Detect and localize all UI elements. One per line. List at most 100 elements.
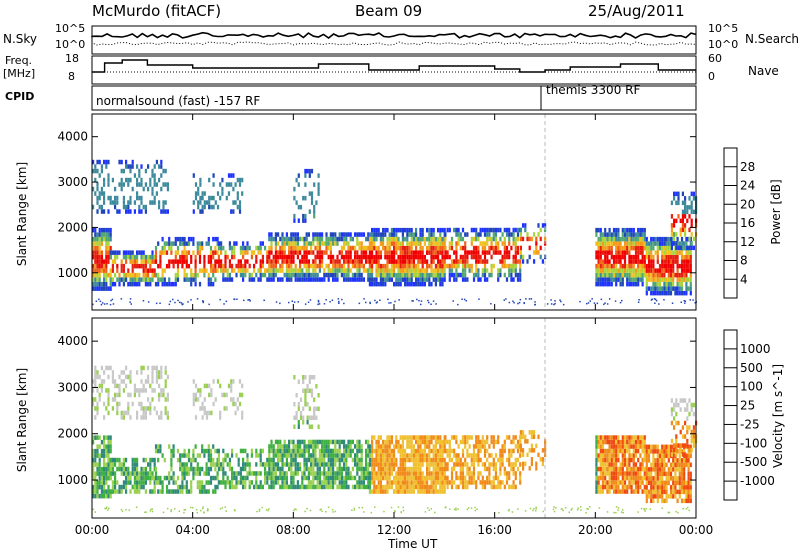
range-cell: [599, 466, 602, 472]
range-cell: [475, 263, 478, 269]
range-cell: [408, 484, 411, 490]
range-cell: [279, 466, 282, 472]
range-cell: [170, 466, 173, 472]
range-cell: [669, 467, 673, 472]
range-cell: [209, 453, 213, 458]
range-cell: [608, 480, 611, 485]
range-cell: [224, 471, 227, 476]
range-cell: [539, 227, 542, 233]
range-cell: [151, 471, 154, 476]
range-cell: [619, 277, 622, 282]
range-cell: [107, 493, 110, 499]
range-cell: [94, 191, 97, 196]
range-cell: [122, 263, 125, 269]
range-cell: [345, 250, 348, 255]
range-cell: [185, 263, 188, 269]
range-cell: [604, 281, 607, 287]
range-cell: [365, 268, 368, 273]
range-cell: [96, 401, 99, 407]
range-cell: [656, 444, 659, 450]
range-cell: [250, 453, 253, 458]
range-cell: [486, 259, 489, 264]
range-cell: [253, 471, 256, 476]
range-cell: [634, 444, 638, 449]
range-cell: [457, 241, 460, 246]
range-cell: [623, 268, 627, 273]
range-cell: [483, 250, 487, 255]
range-cell: [673, 407, 676, 412]
range-cell: [632, 236, 635, 242]
range-cell: [481, 272, 484, 278]
range-cell: [114, 272, 117, 278]
range-cell: [395, 457, 398, 463]
range-cell: [127, 182, 130, 187]
range-cell: [306, 168, 309, 174]
range-cell: [437, 236, 440, 242]
range-cell: [266, 471, 269, 476]
range-cell: [94, 286, 97, 291]
range-cell: [421, 227, 424, 233]
range-cell: [450, 448, 454, 454]
range-cell: [216, 462, 219, 467]
range-cell: [288, 254, 291, 260]
range-cell: [155, 191, 158, 196]
range-cell: [371, 457, 374, 463]
range-cell: [127, 272, 130, 278]
range-cell: [665, 489, 668, 495]
range-cell: [209, 475, 213, 481]
range-cell: [437, 277, 440, 282]
range-cell: [466, 448, 469, 454]
range-cell: [294, 453, 297, 458]
range-cell: [658, 290, 662, 296]
range-cell: [181, 475, 184, 481]
range-cell: [610, 439, 613, 445]
range-cell: [404, 435, 407, 440]
range-cell: [656, 480, 659, 486]
range-cell: [379, 254, 382, 260]
range-cell: [242, 263, 245, 269]
range-cell: [379, 457, 382, 463]
range-cell: [185, 453, 188, 458]
range-cell: [430, 259, 433, 264]
range-cell: [382, 475, 385, 481]
range-cell: [375, 245, 378, 251]
range-cell: [94, 493, 97, 499]
range-cell: [439, 462, 442, 467]
range-cell: [109, 268, 112, 273]
range-cell: [354, 475, 357, 481]
range-cell: [443, 272, 446, 278]
range-cell: [645, 281, 648, 287]
range-cell: [371, 435, 374, 440]
range-cell: [639, 484, 642, 490]
range-cell: [368, 489, 371, 494]
range-cell: [530, 236, 533, 242]
range-cell: [423, 444, 426, 449]
range-cell: [96, 435, 99, 440]
range-cell: [492, 227, 495, 233]
range-cell: [192, 466, 195, 472]
range-cell: [155, 182, 158, 187]
range-cell: [125, 259, 128, 264]
range-cell: [650, 449, 653, 454]
range-cell: [667, 277, 670, 282]
range-cell: [347, 241, 350, 246]
range-cell: [663, 245, 666, 251]
range-cell: [677, 191, 680, 197]
range-cell: [661, 471, 664, 477]
range-cell: [301, 277, 304, 282]
range-cell: [336, 439, 339, 445]
range-cell: [650, 277, 653, 282]
range-cell: [358, 259, 361, 264]
range-cell: [464, 475, 467, 481]
range-cell: [230, 209, 233, 214]
range-cell: [610, 480, 613, 485]
range-cell: [441, 227, 444, 233]
range-cell: [270, 448, 273, 454]
range-cell: [294, 471, 297, 476]
range-cell: [142, 388, 145, 393]
range-cell: [623, 272, 627, 278]
ground-scatter: [663, 299, 665, 301]
range-cell: [144, 379, 147, 384]
range-cell: [683, 277, 686, 282]
range-cell: [122, 277, 125, 282]
